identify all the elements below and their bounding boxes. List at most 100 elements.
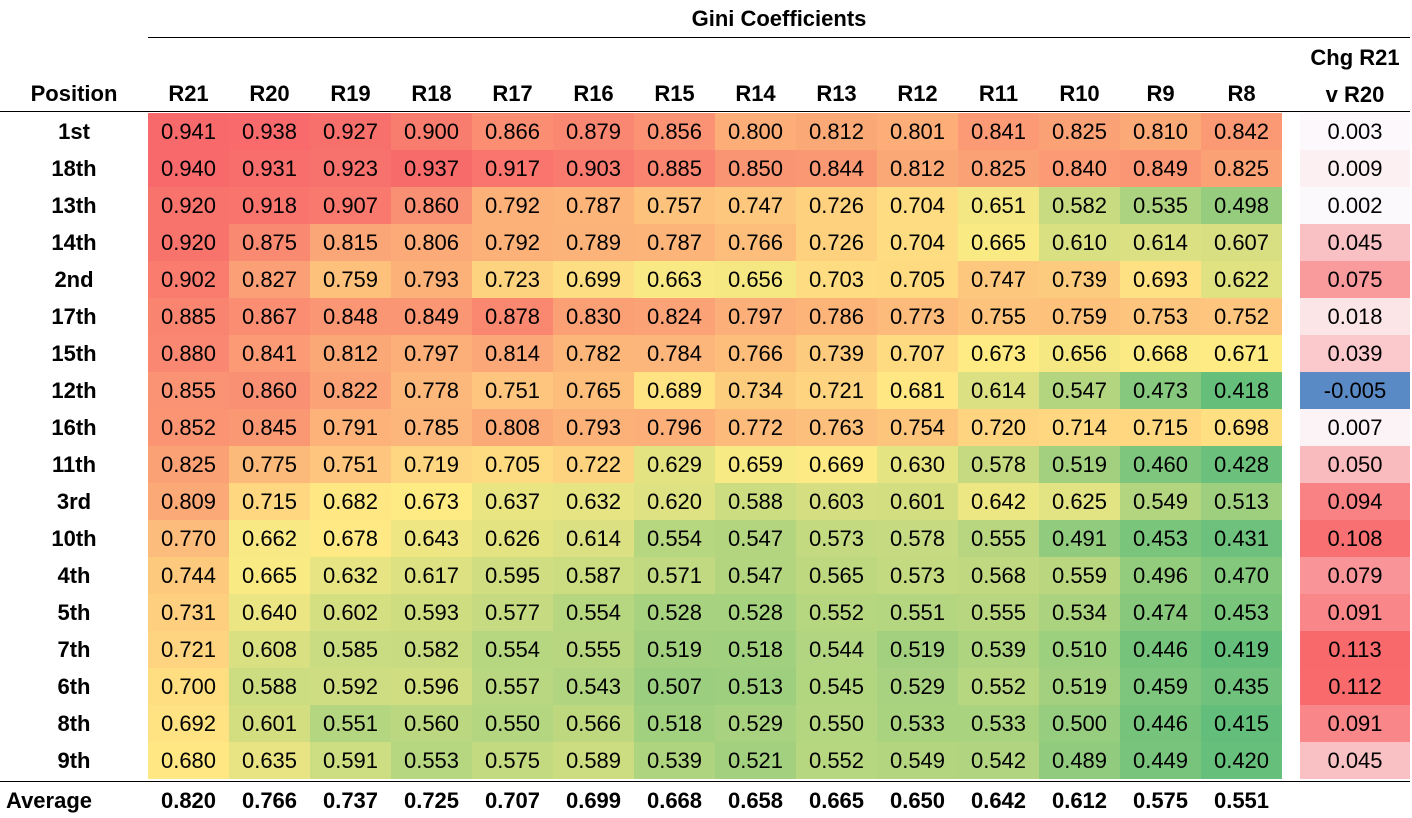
average-value: 0.707 xyxy=(484,788,541,813)
value-cell: 0.459 xyxy=(1120,668,1201,705)
value-cell: 0.721 xyxy=(796,372,877,409)
value-cell: 0.521 xyxy=(715,742,796,779)
average-value: 0.575 xyxy=(1132,788,1189,813)
value-cell: 0.601 xyxy=(229,705,310,742)
value-cell: 0.554 xyxy=(472,631,553,668)
value-cell: 0.568 xyxy=(958,557,1039,594)
value-cell: 0.420 xyxy=(1201,742,1282,779)
value-cell: 0.773 xyxy=(877,298,958,335)
average-value: 0.658 xyxy=(727,788,784,813)
value-cell: 0.588 xyxy=(229,668,310,705)
value-cell: 0.856 xyxy=(634,113,715,150)
value-cell: 0.519 xyxy=(1039,668,1120,705)
value-cell: 0.415 xyxy=(1201,705,1282,742)
value-cell: 0.435 xyxy=(1201,668,1282,705)
value-cell: 0.726 xyxy=(796,224,877,261)
value-cell: 0.860 xyxy=(229,372,310,409)
value-cell: 0.577 xyxy=(472,594,553,631)
value-cell: 0.519 xyxy=(1039,446,1120,483)
value-cell: 0.449 xyxy=(1120,742,1201,779)
value-cell: 0.786 xyxy=(796,298,877,335)
value-cell: 0.875 xyxy=(229,224,310,261)
value-cell: 0.498 xyxy=(1201,187,1282,224)
column-header-r21: R21 xyxy=(168,81,209,106)
value-cell: 0.614 xyxy=(1120,224,1201,261)
value-cell: 0.759 xyxy=(310,261,391,298)
value-cell: 0.614 xyxy=(553,520,634,557)
value-cell: 0.529 xyxy=(715,705,796,742)
value-cell: 0.792 xyxy=(472,187,553,224)
value-cell: 0.635 xyxy=(229,742,310,779)
value-cell: 0.539 xyxy=(634,742,715,779)
value-cell: 0.555 xyxy=(958,594,1039,631)
value-cell: 0.550 xyxy=(796,705,877,742)
column-header-r9: R9 xyxy=(1146,81,1175,106)
value-cell: 0.693 xyxy=(1120,261,1201,298)
value-cell: 0.591 xyxy=(310,742,391,779)
value-cell: 0.841 xyxy=(229,335,310,372)
value-cell: 0.940 xyxy=(148,150,229,187)
value-cell: 0.566 xyxy=(553,705,634,742)
value-cell: 0.751 xyxy=(472,372,553,409)
value-cell: 0.669 xyxy=(796,446,877,483)
average-label: Average xyxy=(6,788,93,813)
value-cell: 0.620 xyxy=(634,483,715,520)
value-cell: 0.775 xyxy=(229,446,310,483)
value-cell: 0.642 xyxy=(958,483,1039,520)
value-cell: 0.419 xyxy=(1201,631,1282,668)
average-value: 0.650 xyxy=(889,788,946,813)
value-cell: 0.673 xyxy=(391,483,472,520)
value-cell: 0.460 xyxy=(1120,446,1201,483)
value-cell: 0.551 xyxy=(877,594,958,631)
change-cell: 0.050 xyxy=(1300,446,1410,483)
value-cell: 0.753 xyxy=(1120,298,1201,335)
column-header-r19: R19 xyxy=(330,81,371,106)
value-cell: 0.554 xyxy=(634,520,715,557)
change-cell: 0.002 xyxy=(1300,187,1410,224)
value-cell: 0.860 xyxy=(391,187,472,224)
value-cell: 0.622 xyxy=(1201,261,1282,298)
value-cell: 0.885 xyxy=(634,150,715,187)
change-cell: 0.091 xyxy=(1300,705,1410,742)
value-cell: 0.755 xyxy=(958,298,1039,335)
value-cell: 0.752 xyxy=(1201,298,1282,335)
column-header-change-line2: v R20 xyxy=(1325,82,1385,107)
value-cell: 0.668 xyxy=(1120,335,1201,372)
value-cell: 0.607 xyxy=(1201,224,1282,261)
value-cell: 0.840 xyxy=(1039,150,1120,187)
value-cell: 0.879 xyxy=(553,113,634,150)
change-cell: 0.039 xyxy=(1300,335,1410,372)
row-label-15th: 15th xyxy=(51,341,97,366)
value-cell: 0.682 xyxy=(310,483,391,520)
value-cell: 0.539 xyxy=(958,631,1039,668)
value-cell: 0.519 xyxy=(634,631,715,668)
average-value: 0.668 xyxy=(646,788,703,813)
value-cell: 0.920 xyxy=(148,224,229,261)
value-cell: 0.533 xyxy=(877,705,958,742)
row-label-17th: 17th xyxy=(51,304,97,329)
change-cell: 0.007 xyxy=(1300,409,1410,446)
value-cell: 0.637 xyxy=(472,483,553,520)
value-cell: 0.578 xyxy=(877,520,958,557)
value-cell: 0.766 xyxy=(715,335,796,372)
value-cell: 0.651 xyxy=(958,187,1039,224)
value-cell: 0.849 xyxy=(1120,150,1201,187)
value-cell: 0.656 xyxy=(1039,335,1120,372)
value-cell: 0.830 xyxy=(553,298,634,335)
value-cell: 0.719 xyxy=(391,446,472,483)
average-value: 0.642 xyxy=(970,788,1027,813)
header-rule xyxy=(0,111,1410,112)
value-cell: 0.557 xyxy=(472,668,553,705)
value-cell: 0.785 xyxy=(391,409,472,446)
value-cell: 0.626 xyxy=(472,520,553,557)
value-cell: 0.489 xyxy=(1039,742,1120,779)
value-cell: 0.625 xyxy=(1039,483,1120,520)
value-cell: 0.596 xyxy=(391,668,472,705)
value-cell: 0.812 xyxy=(877,150,958,187)
value-cell: 0.744 xyxy=(148,557,229,594)
change-cell: 0.045 xyxy=(1300,742,1410,779)
value-cell: 0.825 xyxy=(1039,113,1120,150)
value-cell: 0.665 xyxy=(958,224,1039,261)
value-cell: 0.496 xyxy=(1120,557,1201,594)
value-cell: 0.671 xyxy=(1201,335,1282,372)
